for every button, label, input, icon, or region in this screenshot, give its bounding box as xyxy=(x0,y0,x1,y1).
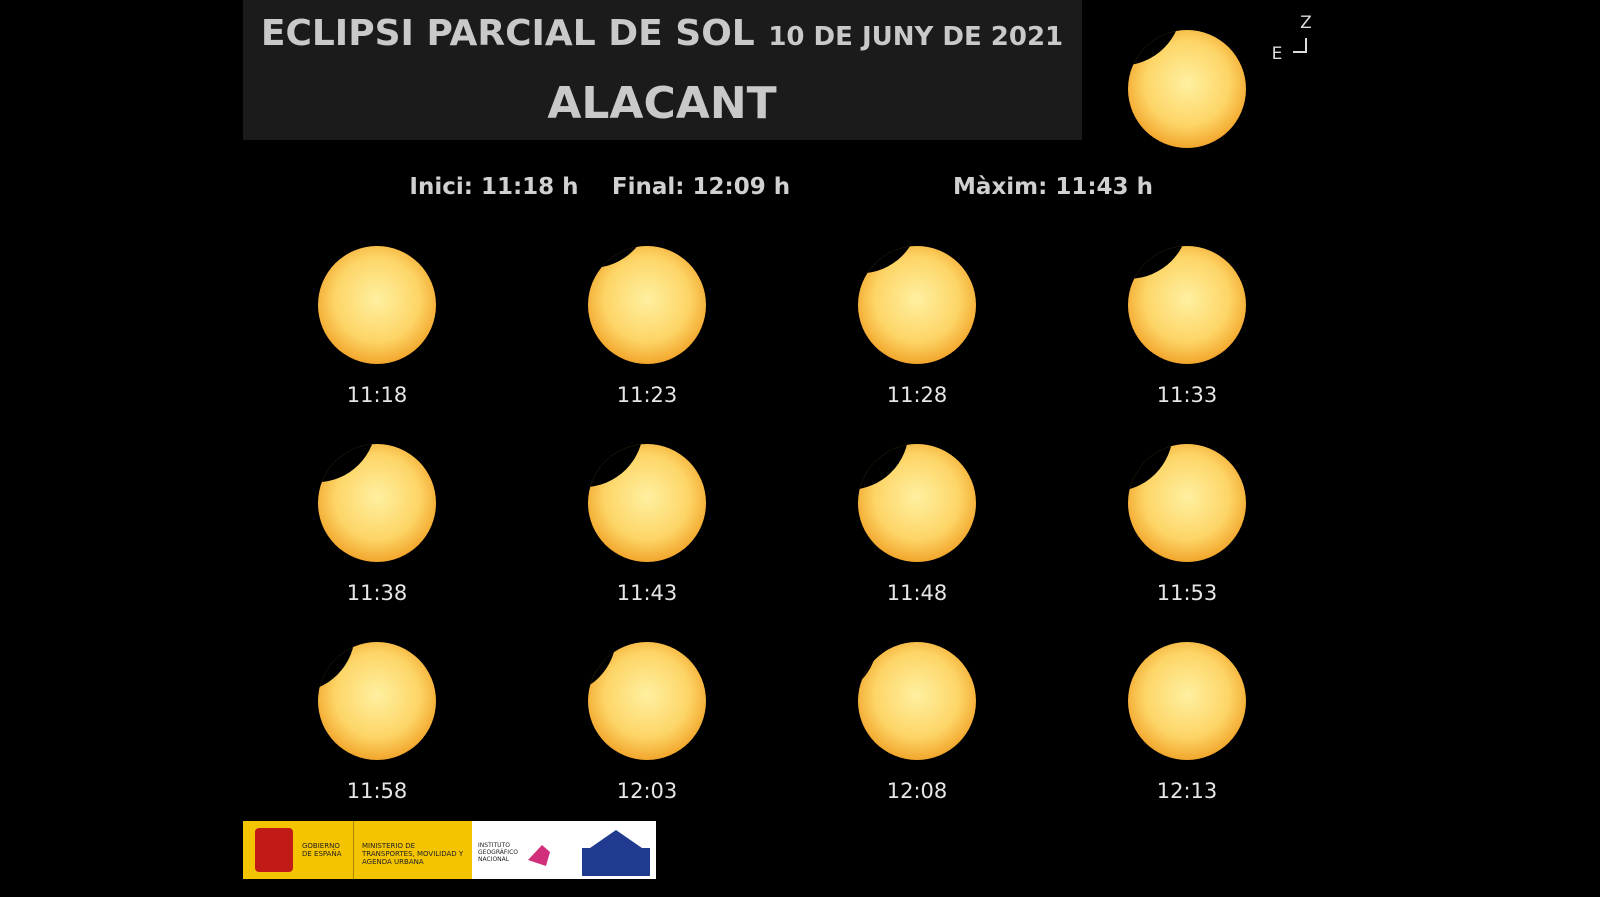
time-label: 11:38 xyxy=(347,581,408,605)
time-label: 12:03 xyxy=(617,779,678,803)
date: 10 DE JUNY DE 2021 xyxy=(768,22,1063,52)
moon xyxy=(858,444,909,490)
sun-disc xyxy=(318,246,436,364)
time-label: 11:28 xyxy=(887,383,948,407)
sun xyxy=(318,246,436,364)
start-time: Inici: 11:18 h xyxy=(409,174,578,200)
sun-disc xyxy=(1128,30,1246,148)
sun-disc xyxy=(1128,246,1246,364)
compass-arrow xyxy=(1293,38,1307,53)
time-label: 11:53 xyxy=(1157,581,1218,605)
time-label: 11:43 xyxy=(617,581,678,605)
moon xyxy=(318,246,381,260)
sun xyxy=(1128,30,1246,148)
moon xyxy=(1128,444,1173,492)
time-label: 12:13 xyxy=(1157,779,1218,803)
header-line: ECLIPSI PARCIAL DE SOL 10 DE JUNY DE 202… xyxy=(261,13,1063,54)
moon xyxy=(1128,642,1138,703)
ign-logo xyxy=(528,845,550,866)
sun xyxy=(588,246,706,364)
sun-disc xyxy=(318,642,436,760)
moon xyxy=(858,246,920,274)
moon xyxy=(588,444,644,488)
coat-of-arms xyxy=(255,828,293,872)
sun xyxy=(858,642,976,760)
government-text: GOBIERNO DE ESPAÑA xyxy=(302,842,342,858)
end-time: Final: 12:09 h xyxy=(612,174,790,200)
building-roof xyxy=(590,830,642,848)
title: ECLIPSI PARCIAL DE SOL xyxy=(261,13,755,54)
time-label: 11:33 xyxy=(1157,383,1218,407)
logo-divider xyxy=(353,821,354,879)
sun-disc xyxy=(1128,642,1246,760)
max-time: Màxim: 11:43 h xyxy=(953,174,1153,200)
moon xyxy=(318,444,377,483)
time-label: 11:18 xyxy=(347,383,408,407)
place: ALACANT xyxy=(547,78,776,129)
moon xyxy=(588,246,651,269)
time-label: 11:58 xyxy=(347,779,408,803)
institute-text: INSTITUTO GEOGRÁFICO NACIONAL xyxy=(478,842,518,863)
building-logo xyxy=(582,848,650,876)
moon xyxy=(318,642,356,693)
sun-disc xyxy=(858,246,976,364)
time-label: 11:23 xyxy=(617,383,678,407)
time-label: 12:08 xyxy=(887,779,948,803)
sun xyxy=(588,642,706,760)
time-label: 11:48 xyxy=(887,581,948,605)
compass-north: Z xyxy=(1300,13,1312,33)
sun-disc xyxy=(1128,444,1246,562)
sun xyxy=(858,444,976,562)
sun-disc xyxy=(858,642,976,760)
sun xyxy=(588,444,706,562)
sun-disc xyxy=(588,642,706,760)
header-box xyxy=(243,0,1082,140)
compass-east: E xyxy=(1272,44,1283,64)
moon xyxy=(858,642,878,699)
sun-disc xyxy=(588,246,706,364)
moon xyxy=(588,642,617,696)
sun xyxy=(858,246,976,364)
sun xyxy=(1128,642,1246,760)
ministry-text: MINISTERIO DE TRANSPORTES, MOVILIDAD Y A… xyxy=(362,842,464,866)
